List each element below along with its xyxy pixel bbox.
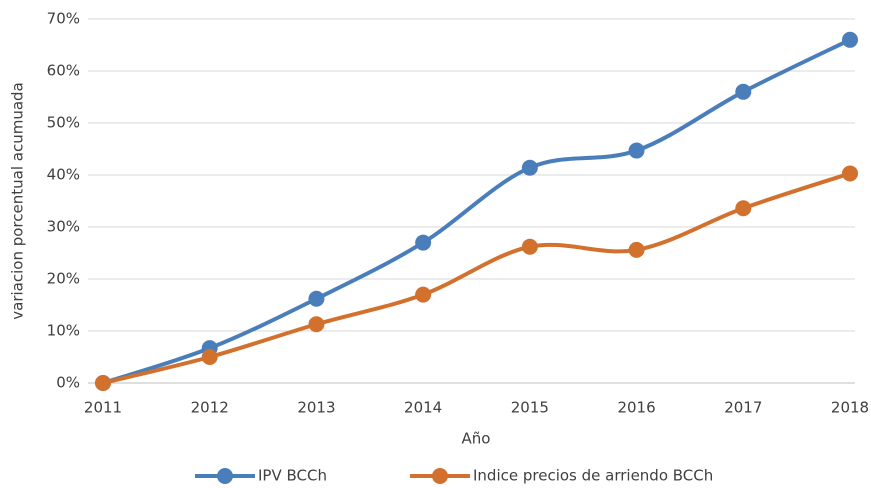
x-tick-label: 2018 [831,399,869,417]
legend-label: Indice precios de arriendo BCCh [473,467,713,485]
marker [735,200,752,217]
marker [521,238,538,255]
x-tick-label: 2011 [84,399,122,417]
y-tick-label: 20% [47,270,80,288]
marker [308,316,325,333]
y-tick-label: 70% [47,10,80,28]
marker [628,142,645,159]
marker [415,234,432,251]
y-tick-label: 10% [47,322,80,340]
y-tick-label: 30% [47,218,80,236]
marker [201,349,218,365]
marker [521,159,538,176]
y-tick-label: 60% [47,62,80,80]
x-tick-label: 2012 [191,399,229,417]
legend-swatch-marker [217,468,233,484]
x-tick-label: 2014 [404,399,442,417]
legend-label: IPV BCCh [258,467,327,485]
marker [842,165,858,182]
series-line [102,171,851,385]
x-axis-title: Año [462,430,491,448]
marker [628,241,645,258]
y-tick-label: 0% [56,374,80,392]
legend-swatch-marker [432,468,448,484]
y-tick-label: 40% [47,166,80,184]
x-tick-label: 2016 [617,399,655,417]
marker [735,83,752,100]
marker [415,286,432,303]
y-tick-label: 50% [47,114,80,132]
x-tick-label: 2013 [297,399,335,417]
series-line [102,38,851,385]
marker [842,31,858,48]
x-tick-label: 2015 [511,399,549,417]
x-tick-label: 2017 [724,399,762,417]
marker [308,290,325,307]
y-axis-title: variacion porcentual acumuada [9,82,27,319]
marker [95,375,111,391]
